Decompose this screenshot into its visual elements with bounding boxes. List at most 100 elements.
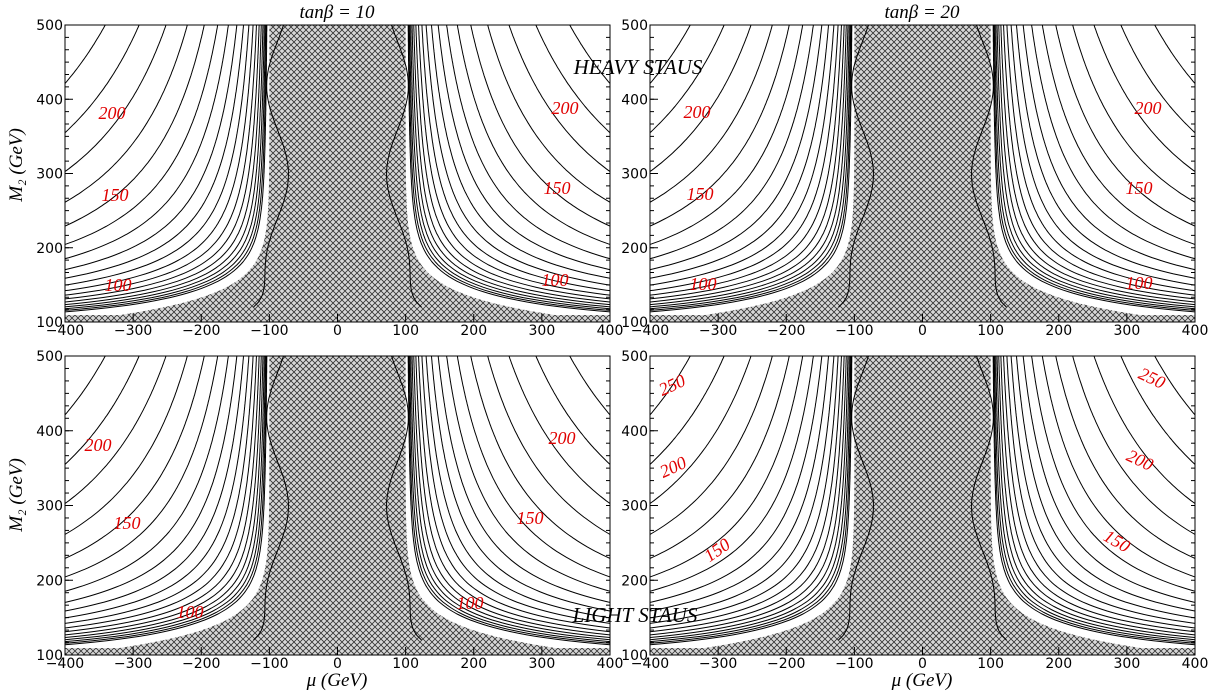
inner-boundary: [838, 25, 874, 308]
y-tick-label: 200: [36, 573, 63, 589]
contour-line: [650, 25, 804, 246]
contour-line: [409, 25, 610, 310]
contour-line: [487, 356, 610, 536]
contour-line: [1031, 25, 1195, 260]
contour-line: [431, 356, 610, 612]
contour-line: [487, 25, 610, 203]
contour-line: [650, 25, 842, 296]
x-tick-label: −300: [699, 656, 737, 672]
contour-label: 100: [457, 593, 484, 613]
contour-line: [65, 356, 268, 646]
contour-line: [998, 356, 1195, 636]
contour-line: [650, 356, 835, 619]
contour-line: [1154, 356, 1195, 416]
x-axis-label: μ (GeV): [891, 670, 953, 691]
contour-line: [1006, 25, 1195, 292]
panel-title: tanβ = 20: [884, 2, 960, 23]
x-tick-label: 300: [529, 323, 556, 339]
excluded-region: [650, 356, 1195, 655]
contour-line: [65, 25, 268, 313]
contour-line: [650, 25, 835, 286]
x-tick-label: 0: [333, 656, 342, 672]
x-tick-label: 200: [1045, 323, 1072, 339]
contour-line: [65, 25, 262, 303]
contour-line: [410, 25, 610, 308]
contour-line: [65, 25, 205, 227]
contour-label: 200: [657, 452, 690, 482]
contour-line: [431, 25, 610, 279]
contour-line: [650, 25, 790, 227]
contour-label: 150: [517, 508, 544, 528]
contour-line: [410, 356, 610, 641]
x-tick-label: 100: [392, 656, 419, 672]
contour-line: [1010, 25, 1195, 286]
contour-line: [470, 25, 610, 227]
contour-line: [1093, 356, 1195, 505]
x-tick-label: −200: [767, 323, 805, 339]
contour-line: [650, 25, 829, 279]
x-tick-label: −200: [182, 656, 220, 672]
contour-line: [994, 25, 1195, 310]
contour-line: [995, 356, 1195, 641]
panel-title: tanβ = 10: [299, 2, 375, 23]
contour-line: [65, 25, 257, 296]
contour-line: [409, 356, 610, 643]
contour-label: 150: [544, 178, 571, 198]
y-tick-label: 200: [621, 241, 648, 257]
contour-line: [65, 356, 257, 629]
inner-boundary: [253, 25, 289, 308]
contour-label: 200: [684, 102, 711, 122]
contour-line: [650, 25, 814, 260]
x-tick-label: −400: [631, 323, 669, 339]
contour-line: [1120, 25, 1195, 134]
contour-line: [1000, 356, 1195, 633]
contour-line: [650, 25, 823, 271]
contour-line: [650, 25, 773, 203]
x-tick-label: −400: [46, 323, 84, 339]
y-tick-label: 400: [621, 424, 648, 440]
contour-line: [1093, 25, 1195, 173]
y-tick-label: 400: [621, 92, 648, 108]
contour-line: [1010, 356, 1195, 619]
y-tick-label: 500: [36, 349, 63, 365]
x-tick-label: −300: [114, 323, 152, 339]
y-tick-label: 300: [36, 499, 63, 515]
contour-line: [407, 356, 610, 646]
contour-line: [650, 25, 725, 134]
contour-line: [650, 356, 847, 636]
contour-line: [437, 25, 610, 271]
contour-line: [413, 356, 610, 636]
y-tick-label: 100: [621, 315, 648, 331]
contour-line: [65, 356, 267, 644]
panel: −400 −300 −200 −100 0 100 200 300 400 100 200 300 40…: [621, 2, 1208, 339]
panel: −400 −300 −200 −100 0 100 200 300 400 100 200 300 40…: [6, 349, 623, 691]
contour-line: [650, 356, 842, 629]
contour-line: [65, 356, 167, 505]
contour-line: [456, 356, 610, 578]
contour-line: [1022, 25, 1195, 271]
contour-label: 150: [700, 534, 734, 566]
contour-line: [998, 25, 1195, 303]
contour-line: [1003, 356, 1195, 629]
x-tick-label: 0: [918, 656, 927, 672]
x-tick-label: 100: [392, 323, 419, 339]
inner-boundary: [838, 356, 874, 641]
contour-line: [65, 25, 267, 311]
contour-line: [65, 25, 260, 300]
contour-line: [1072, 356, 1195, 536]
contour-line: [65, 356, 205, 559]
contour-line: [408, 25, 610, 311]
contour-line: [650, 25, 839, 292]
contour-label: 100: [1126, 273, 1153, 293]
y-tick-label: 200: [36, 241, 63, 257]
contour-line: [65, 25, 238, 271]
contour-line: [470, 356, 610, 559]
contour-line: [446, 25, 610, 260]
contour-line: [65, 356, 219, 578]
contour-line: [1055, 25, 1195, 227]
x-tick-label: −100: [250, 656, 288, 672]
contour-label: 100: [542, 270, 569, 290]
x-tick-label: −200: [767, 656, 805, 672]
contour-line: [650, 356, 850, 641]
